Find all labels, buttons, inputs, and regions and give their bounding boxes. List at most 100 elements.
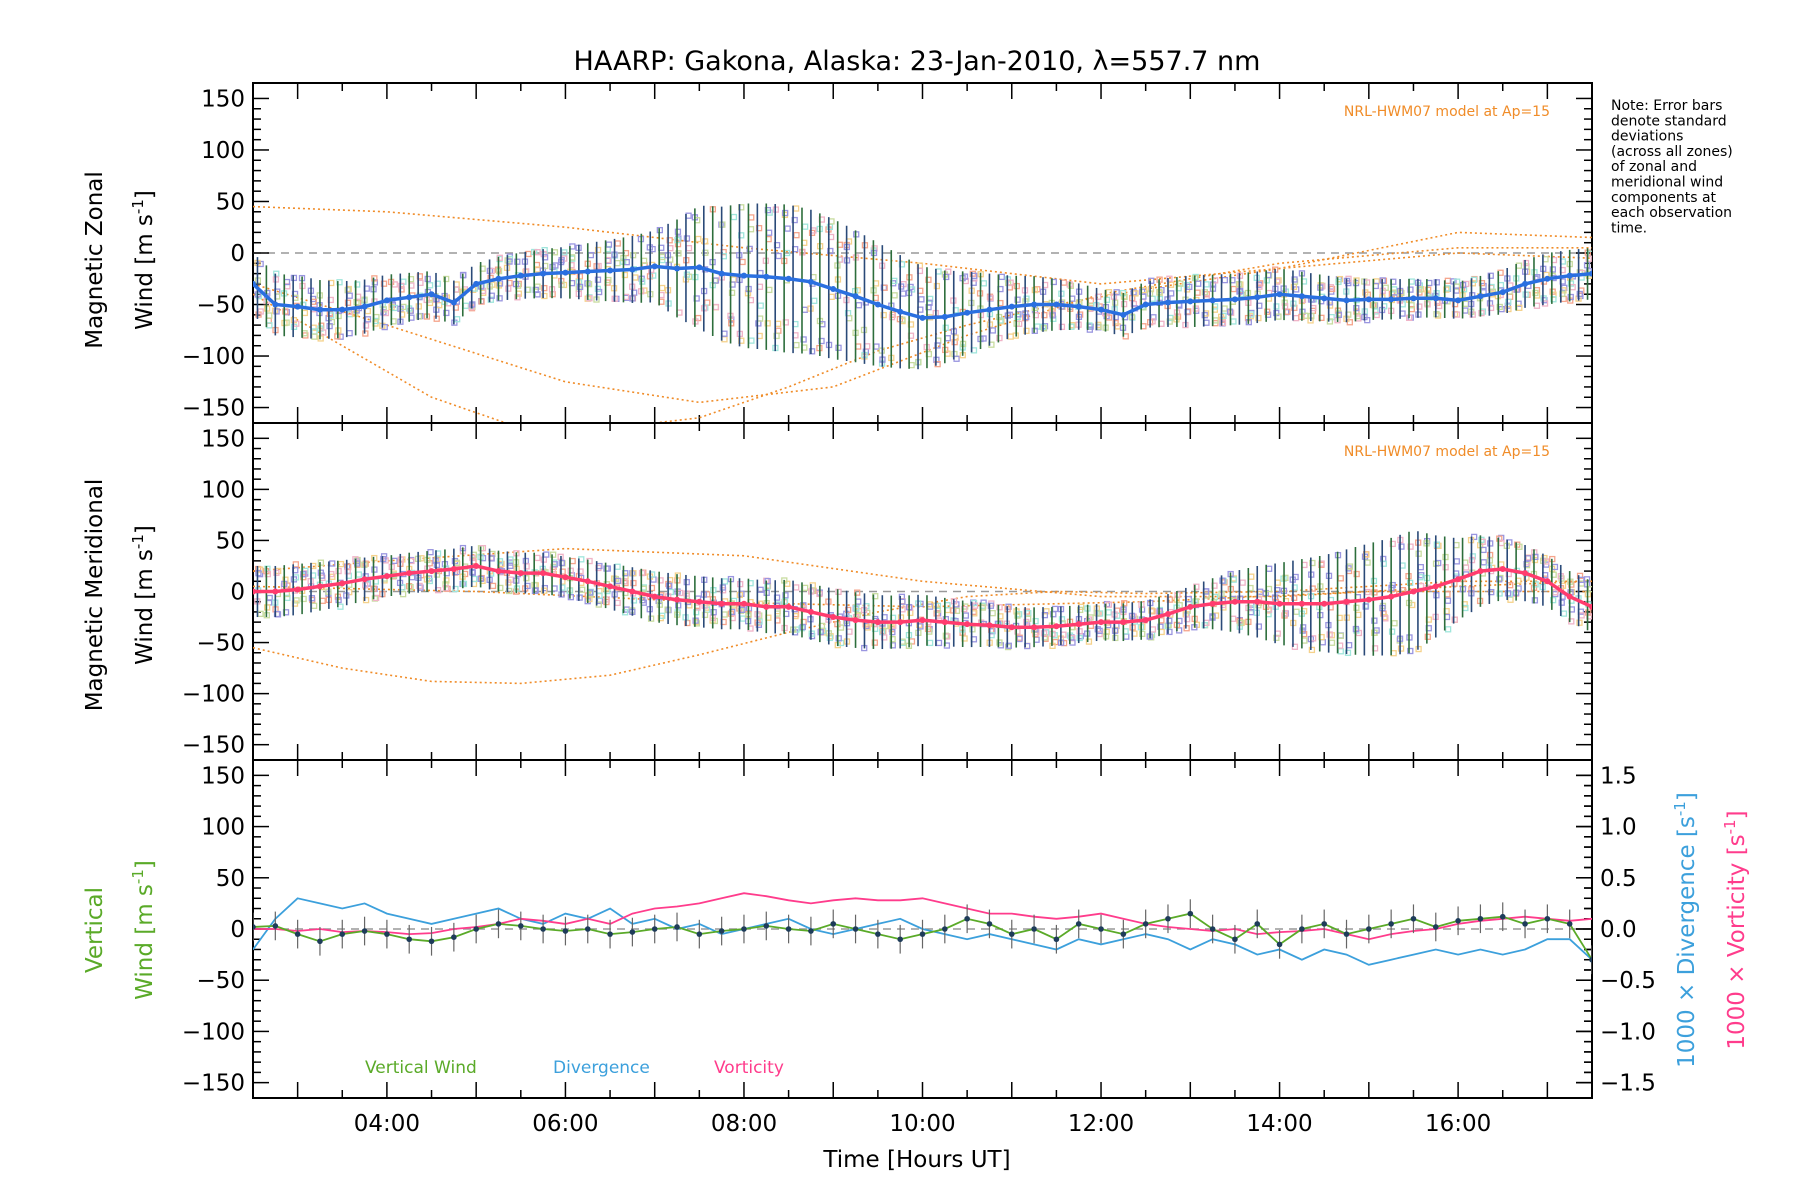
- mean-point: [540, 570, 547, 577]
- zone-point: [1291, 584, 1298, 591]
- zone-point: [569, 557, 576, 565]
- zone-point: [469, 569, 476, 576]
- vertical-wind-point: [584, 926, 591, 932]
- zone-point: [1194, 289, 1201, 296]
- zone-point: [1255, 314, 1262, 322]
- zone-point: [1480, 559, 1487, 566]
- zone-point: [926, 639, 934, 647]
- zone-point: [282, 576, 289, 583]
- y-tick-label: 0: [230, 917, 245, 943]
- zone-point: [523, 574, 530, 582]
- zone-point: [525, 250, 532, 258]
- zone-point: [1043, 608, 1050, 615]
- vertical-wind-point: [1187, 910, 1194, 917]
- data-layer: [253, 531, 1592, 685]
- zone-point: [800, 336, 807, 343]
- vertical-ylabel-line1: Vertical: [82, 887, 108, 973]
- mean-point: [629, 588, 636, 595]
- zone-point: [1453, 558, 1460, 565]
- zone-point: [845, 606, 852, 614]
- zone-point: [675, 235, 682, 242]
- vertical-wind-point: [808, 928, 814, 934]
- x-axis-label-pre: Time: [822, 1147, 887, 1173]
- zone-point: [621, 609, 629, 616]
- zone-point: [1230, 285, 1237, 293]
- mean-point: [830, 286, 837, 293]
- mean-point: [1499, 566, 1506, 573]
- zone-point: [255, 570, 262, 577]
- zone-point: [811, 297, 818, 304]
- zone-point: [980, 280, 987, 287]
- zone-point: [1326, 631, 1333, 638]
- mean-point: [763, 273, 770, 280]
- zone-point: [935, 268, 942, 275]
- zone-point: [704, 591, 711, 598]
- zone-point: [961, 605, 968, 613]
- zone-point: [541, 246, 548, 254]
- zone-point: [534, 283, 541, 290]
- zone-point: [532, 286, 539, 294]
- zone-point: [1096, 610, 1104, 617]
- y2-tick-label: −1.0: [1600, 1019, 1656, 1045]
- zone-point: [1219, 577, 1226, 584]
- zone-point: [1058, 616, 1066, 623]
- zone-point: [1183, 616, 1191, 623]
- zone-point: [773, 332, 780, 340]
- zone-point: [835, 588, 842, 595]
- mean-point: [473, 562, 480, 569]
- mean-point: [785, 603, 792, 610]
- zone-point: [1567, 280, 1575, 287]
- mean-point: [1053, 623, 1060, 630]
- zone-point: [1373, 311, 1380, 319]
- zone-point: [371, 279, 379, 286]
- zone-point: [1515, 262, 1523, 269]
- mean-point: [1432, 295, 1439, 302]
- zone-point: [1291, 276, 1298, 283]
- y-tick-label: 0: [230, 580, 245, 606]
- zone-point: [380, 555, 387, 563]
- zone-point: [1436, 302, 1443, 310]
- zone-point: [1041, 311, 1048, 319]
- zone-point: [1335, 278, 1342, 286]
- zone-point: [371, 275, 378, 282]
- mean-point: [830, 614, 837, 621]
- mean-point: [1410, 588, 1417, 595]
- vertical-wind-point: [1366, 926, 1372, 932]
- zone-point: [496, 254, 503, 261]
- zone-point: [1504, 590, 1512, 597]
- zone-point: [721, 336, 728, 343]
- zone-point: [1469, 553, 1476, 560]
- zone-point: [300, 571, 307, 578]
- zone-point: [1309, 559, 1316, 567]
- vertical-wind-point: [1522, 921, 1528, 927]
- zone-point: [1150, 314, 1157, 321]
- mean-point: [964, 621, 971, 628]
- zone-point: [818, 337, 825, 345]
- zone-point: [1362, 289, 1369, 296]
- zonal-wind-panel: 150 100 50 0 −50 −100 −150 NRL-HWM07 model at A…: [182, 82, 1593, 424]
- mean-point: [607, 267, 614, 274]
- zone-point: [371, 566, 378, 573]
- zone-point: [1275, 313, 1282, 320]
- vertical-wind-point: [1566, 921, 1573, 927]
- mean-point: [1455, 576, 1462, 583]
- zone-point: [362, 596, 370, 604]
- note-line: time.: [1611, 220, 1647, 236]
- zone-point: [308, 595, 316, 602]
- zone-point: [756, 283, 764, 290]
- zone-point: [1417, 563, 1424, 571]
- mean-point: [1589, 603, 1592, 610]
- vertical-wind-point: [1432, 924, 1439, 930]
- zone-point: [1326, 318, 1334, 325]
- vertical-wind-point: [1276, 941, 1283, 948]
- zone-point: [934, 342, 941, 349]
- zone-point: [1533, 302, 1541, 309]
- zone-point: [1353, 304, 1360, 312]
- zone-point: [996, 639, 1003, 646]
- zone-point: [782, 592, 789, 599]
- zone-point: [1433, 541, 1441, 548]
- zone-point: [747, 226, 755, 233]
- zone-point: [1148, 277, 1155, 284]
- zone-point: [933, 282, 941, 290]
- zone-point: [989, 327, 996, 334]
